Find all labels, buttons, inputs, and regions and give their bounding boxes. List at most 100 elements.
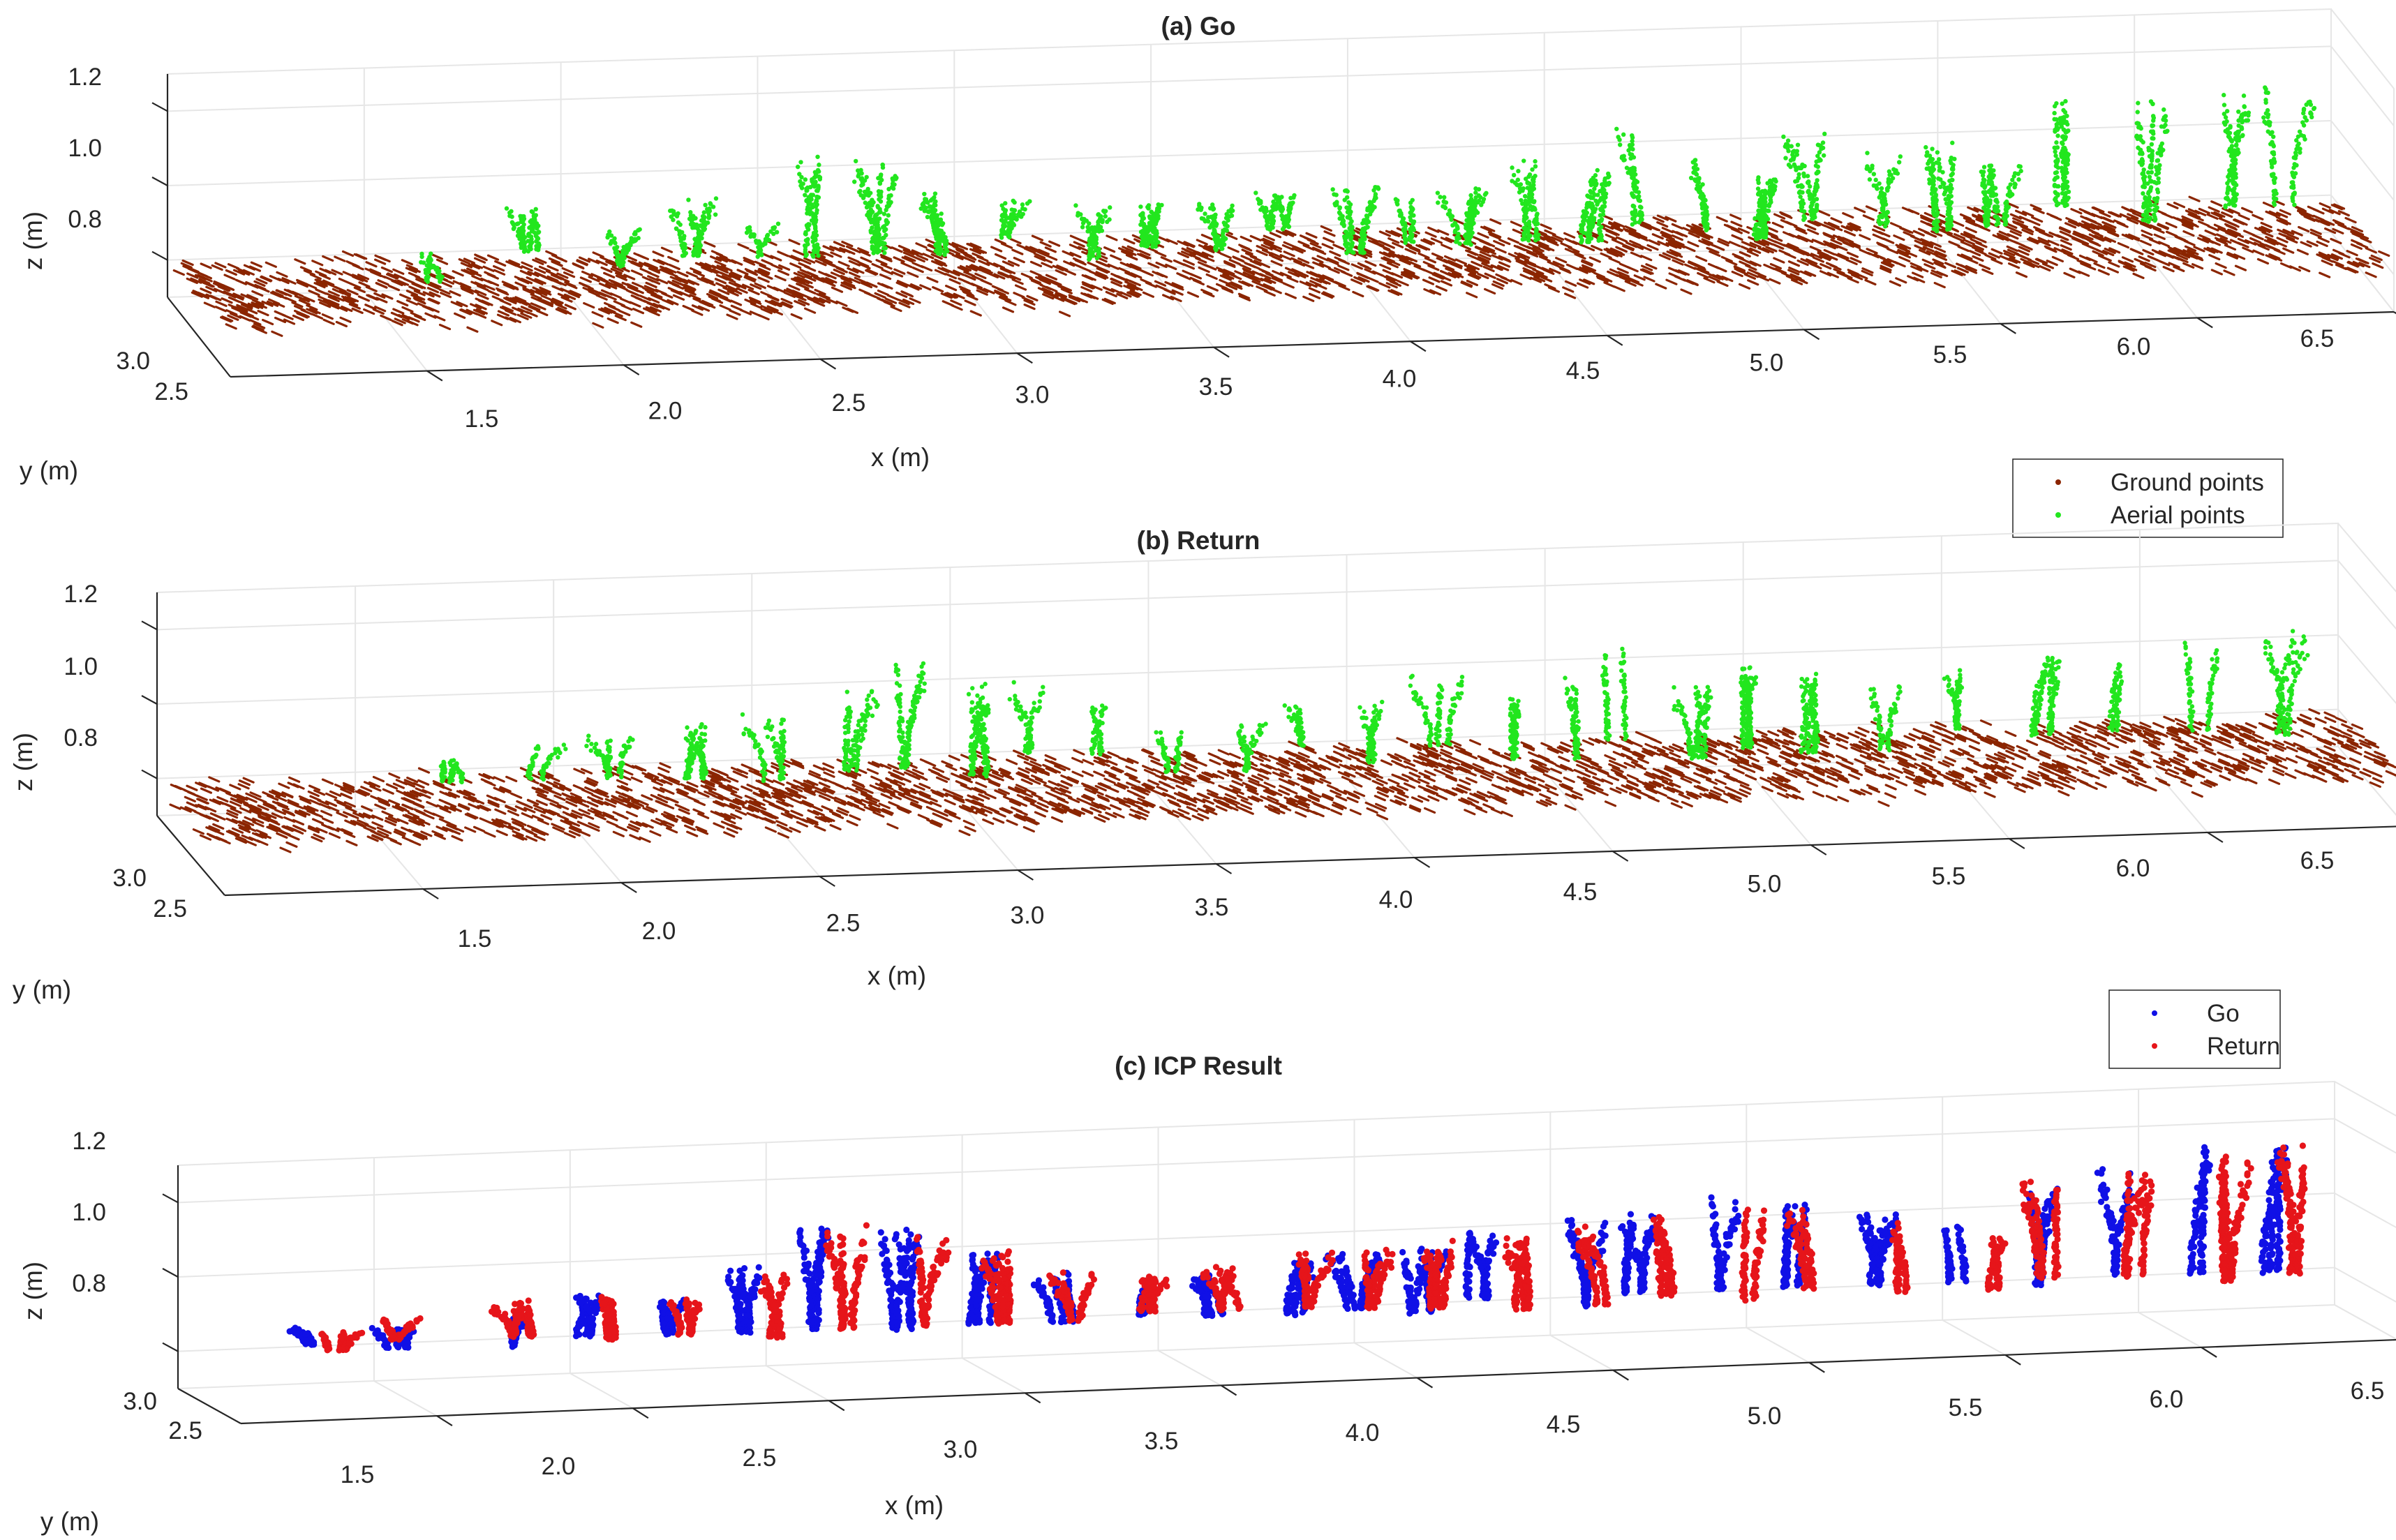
plant-point	[1338, 211, 1342, 216]
ground-point	[1174, 260, 1184, 264]
ground-point	[404, 279, 414, 283]
plant-point	[1484, 191, 1488, 195]
plant-point	[1512, 173, 1516, 177]
ground-point	[762, 260, 772, 264]
ground-point	[1071, 236, 1080, 240]
plant-point	[884, 233, 888, 237]
plant-point	[749, 232, 753, 237]
ground-point	[2016, 273, 2026, 277]
ground-point	[1221, 253, 1230, 257]
plant-point	[1004, 208, 1008, 212]
ground-point	[626, 256, 636, 260]
ground-point	[1954, 221, 1963, 225]
ground-point	[2308, 207, 2318, 211]
ground-point	[1992, 260, 2002, 264]
floor-gridline	[1151, 268, 1214, 347]
plant-point	[1517, 190, 1521, 194]
plant-point	[1022, 207, 1027, 211]
plant-point	[1524, 216, 1528, 220]
ground-point	[489, 291, 498, 295]
ground-point	[1014, 258, 1024, 262]
ground-point	[1590, 257, 1600, 262]
ground-point	[1074, 242, 1084, 246]
ground-point	[2319, 238, 2328, 242]
plant-point	[621, 251, 625, 255]
x-tick-mark	[1214, 347, 1229, 357]
ground-point	[1199, 268, 1209, 272]
plant-point	[1257, 202, 1261, 206]
z-gridline-side	[2331, 121, 2394, 200]
ground-point	[1002, 244, 1011, 248]
plant-point	[803, 177, 808, 181]
plant-point	[1763, 200, 1767, 204]
ground-point	[236, 280, 246, 284]
plant-point	[933, 191, 937, 195]
plant-point	[1256, 197, 1260, 201]
plant-point	[507, 214, 512, 218]
plant-point	[1225, 228, 1229, 232]
ground-point	[2331, 239, 2341, 243]
plant-point	[1519, 198, 1523, 202]
plant-point	[864, 175, 868, 179]
plant-point	[1145, 205, 1149, 209]
plant-point	[707, 216, 711, 220]
plant-point	[678, 230, 682, 234]
ground-point	[1441, 281, 1451, 285]
ground-point	[322, 315, 332, 319]
ground-point	[719, 290, 729, 294]
ground-point	[1628, 267, 1637, 271]
ground-point	[662, 248, 672, 252]
ground-point	[1197, 240, 1207, 244]
ground-point	[1748, 281, 1758, 285]
ground-point	[1330, 251, 1340, 255]
plant-point	[1364, 221, 1369, 225]
ground-point	[402, 260, 412, 264]
ground-point	[229, 264, 239, 269]
ground-point	[1105, 248, 1115, 252]
plant-point	[866, 211, 870, 216]
ground-point	[2346, 218, 2356, 223]
ground-point	[1774, 258, 1784, 262]
plant-point	[803, 232, 808, 236]
ground-point	[633, 309, 643, 313]
ground-point	[403, 307, 412, 311]
plant-point	[1630, 133, 1634, 137]
ground-point	[778, 252, 788, 256]
plant-point	[1606, 182, 1610, 186]
ground-point	[1773, 223, 1783, 227]
ground-point	[1697, 257, 1706, 261]
ground-point	[389, 286, 399, 290]
plant-point	[1346, 215, 1350, 219]
ground-point	[952, 306, 962, 310]
ground-point	[2135, 259, 2145, 263]
ground-point	[1228, 248, 1238, 252]
ground-point	[496, 262, 505, 266]
plant-point	[1003, 201, 1007, 205]
ground-point	[2118, 244, 2128, 248]
z-tick-mark	[152, 103, 168, 111]
ground-point	[2199, 222, 2209, 226]
plant-point	[805, 237, 810, 241]
plant-point	[1756, 192, 1760, 196]
ground-point	[174, 271, 184, 275]
ground-point	[1806, 225, 1815, 230]
ground-point	[1662, 228, 1672, 232]
ground-point	[1022, 274, 1032, 278]
plant-point	[689, 222, 693, 226]
ground-point	[1429, 227, 1438, 232]
ground-point	[720, 306, 730, 310]
ground-point	[1241, 237, 1251, 241]
plant-point	[1468, 200, 1472, 204]
ground-point	[1438, 230, 1448, 234]
plant-point	[1343, 197, 1347, 202]
ground-point	[593, 253, 603, 257]
plant-point	[814, 218, 818, 222]
ground-point	[832, 287, 842, 292]
plant-point	[1337, 206, 1341, 210]
ground-point	[1393, 243, 1403, 247]
plant-point	[536, 237, 540, 241]
ground-point	[1973, 256, 1983, 260]
plant-point	[1140, 229, 1145, 233]
ground-point	[1831, 218, 1841, 223]
z-tick-mark	[152, 252, 168, 260]
